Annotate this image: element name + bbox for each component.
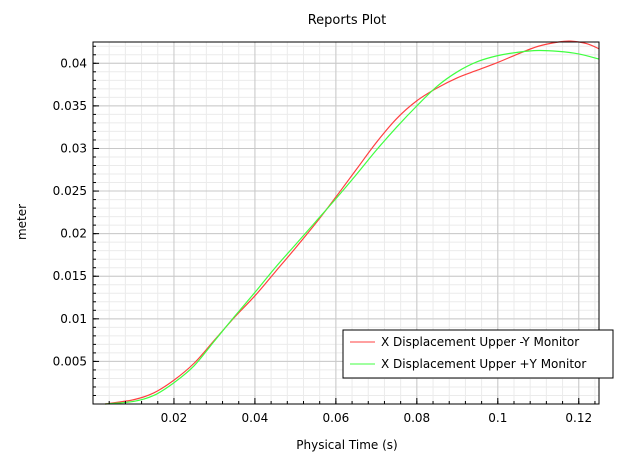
series-line-upper-plus-y — [105, 49, 600, 405]
legend-box — [342, 329, 614, 379]
y-tick-label: 0.005 — [53, 354, 87, 368]
x-tick-label: 0.04 — [242, 411, 269, 425]
x-tick-label: 0.1 — [488, 411, 507, 425]
plot-frame — [92, 41, 600, 405]
x-tick-label: 0.12 — [565, 411, 592, 425]
x-tick-label: 0.06 — [323, 411, 350, 425]
chart-title: Reports Plot — [308, 13, 387, 28]
y-tick-label: 0.03 — [60, 141, 87, 155]
y-axis-label: meter — [15, 204, 29, 240]
legend: X Displacement Upper -Y Monitor X Displa… — [342, 329, 614, 379]
y-tick-label: 0.02 — [60, 227, 87, 241]
x-tick-label: 0.02 — [161, 411, 188, 425]
series-line-upper-minus-y — [105, 40, 600, 405]
x-tick-labels: 0.02 0.04 0.06 0.08 0.1 0.12 — [161, 411, 593, 425]
y-tick-label: 0.04 — [60, 56, 87, 70]
y-tick-label: 0.01 — [60, 312, 87, 326]
x-tick-label: 0.08 — [403, 411, 430, 425]
y-tick-label: 0.015 — [53, 269, 87, 283]
y-tick-label: 0.035 — [53, 99, 87, 113]
axis-ticks — [93, 45, 596, 404]
legend-label-upper-minus-y: X Displacement Upper -Y Monitor — [381, 335, 579, 349]
y-tick-label: 0.025 — [53, 184, 87, 198]
y-tick-labels: 0.005 0.01 0.015 0.02 0.025 0.03 0.035 0.04 — [53, 56, 87, 368]
x-axis-label: Physical Time (s) — [296, 438, 397, 452]
legend-label-upper-plus-y: X Displacement Upper +Y Monitor — [381, 357, 586, 371]
series-layer — [105, 40, 600, 405]
